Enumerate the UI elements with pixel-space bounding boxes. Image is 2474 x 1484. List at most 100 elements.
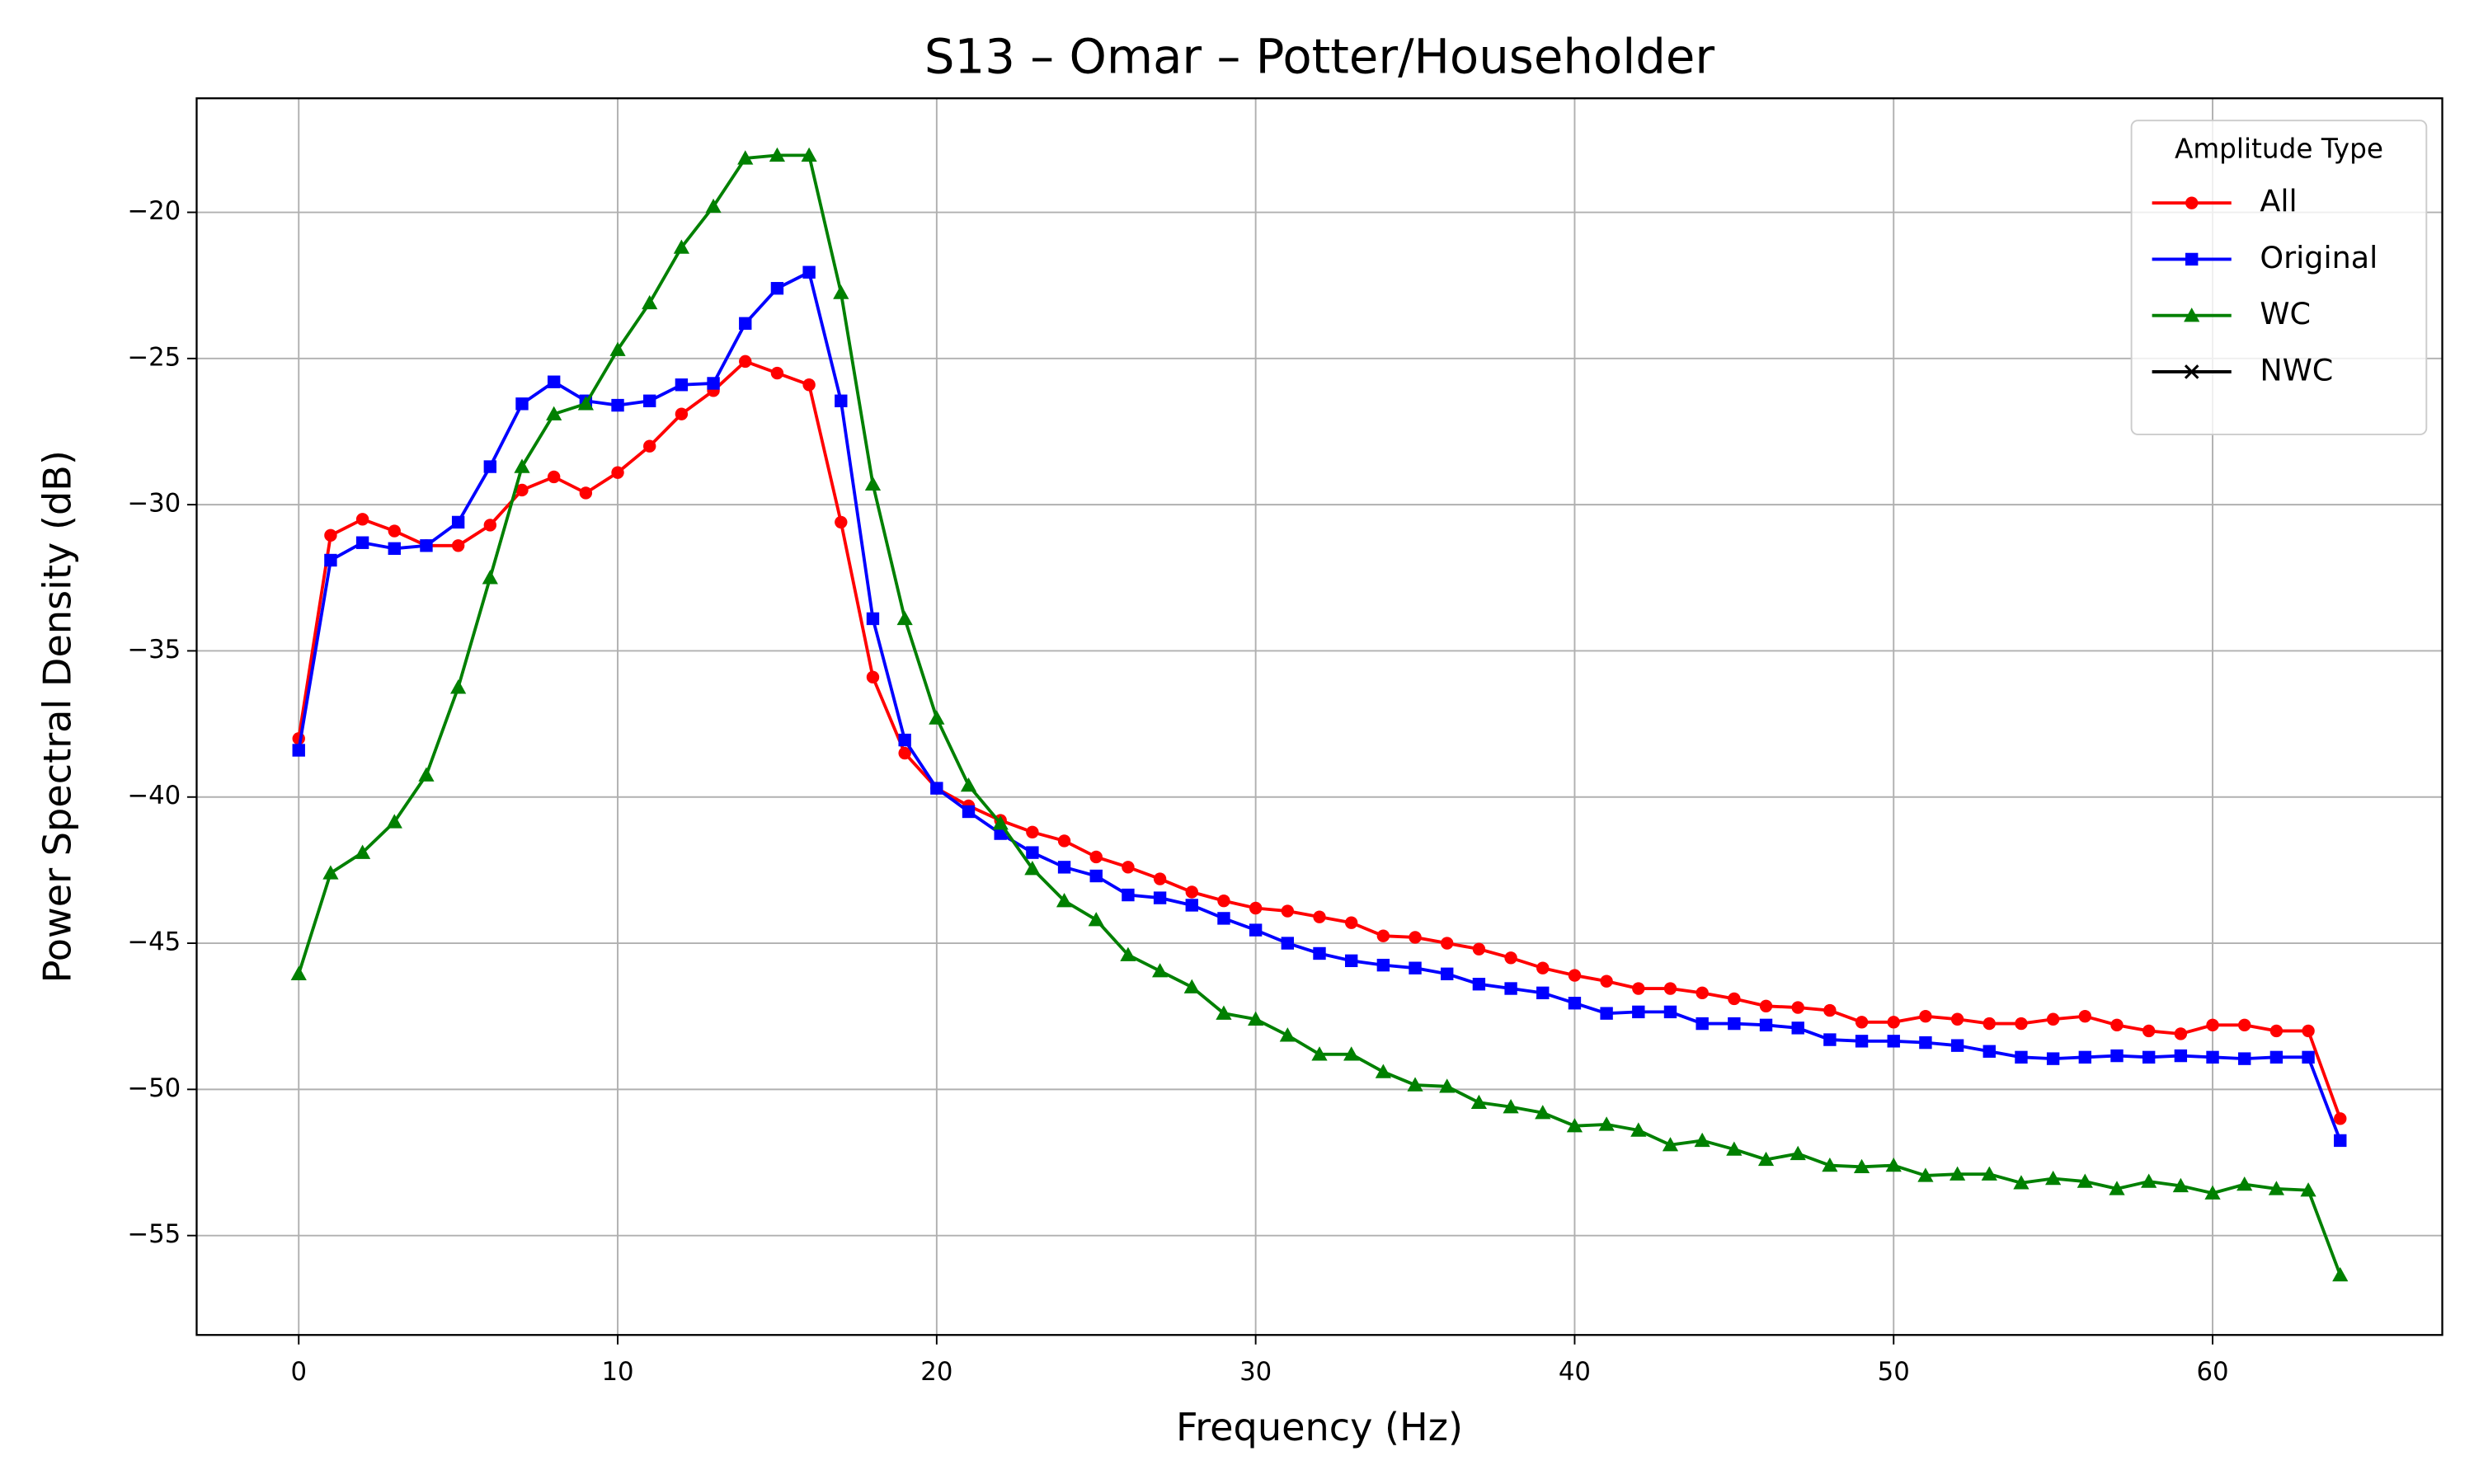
marker — [482, 570, 498, 585]
marker — [386, 814, 402, 829]
marker — [577, 396, 594, 411]
marker — [1919, 1010, 1932, 1023]
marker — [1887, 1035, 1900, 1048]
marker — [1696, 1017, 1709, 1031]
marker — [451, 539, 465, 552]
marker — [1759, 1018, 1773, 1032]
marker — [514, 458, 530, 473]
marker — [1185, 899, 1198, 912]
marker — [1281, 937, 1295, 950]
marker — [2109, 1181, 2125, 1195]
marker — [1439, 1078, 1456, 1093]
marker — [579, 486, 593, 500]
marker — [833, 284, 849, 299]
marker — [2046, 1012, 2060, 1026]
legend-label: All — [2260, 184, 2297, 219]
marker — [515, 397, 529, 411]
y-tick-label: −55 — [127, 1219, 181, 1249]
marker — [2045, 1170, 2062, 1186]
marker — [2013, 1175, 2030, 1190]
marker — [705, 198, 722, 214]
marker — [835, 515, 848, 529]
legend-marker — [2185, 196, 2199, 209]
marker — [1376, 958, 1390, 972]
x-tick-label: 0 — [290, 1357, 307, 1387]
marker — [2300, 1182, 2316, 1197]
marker — [1088, 912, 1104, 927]
marker — [2269, 1050, 2284, 1064]
marker — [1917, 1167, 1934, 1182]
marker — [1472, 978, 1486, 991]
marker — [547, 375, 561, 388]
marker — [2238, 1052, 2251, 1065]
legend-label: NWC — [2260, 352, 2333, 387]
marker — [324, 528, 337, 542]
marker — [1026, 825, 1039, 838]
marker — [1024, 861, 1041, 876]
y-axis-label: Power Spectral Density (dB) — [35, 450, 80, 983]
marker — [1407, 1077, 1423, 1092]
marker — [1887, 1016, 1900, 1029]
marker — [354, 844, 371, 859]
marker — [1823, 1033, 1837, 1046]
marker — [962, 805, 976, 819]
x-tick-label: 30 — [1239, 1357, 1272, 1387]
marker — [2110, 1018, 2124, 1032]
marker — [1057, 834, 1071, 848]
plot-frame — [195, 97, 2443, 1336]
marker — [1949, 1166, 1966, 1181]
marker — [835, 394, 848, 407]
marker — [418, 767, 435, 782]
marker — [1089, 850, 1103, 864]
marker — [1120, 946, 1136, 961]
marker — [483, 519, 497, 532]
marker — [1376, 929, 1390, 942]
marker — [643, 439, 656, 453]
marker — [992, 815, 1009, 830]
marker — [1694, 1132, 1710, 1148]
marker — [707, 377, 720, 390]
marker — [2268, 1181, 2285, 1195]
marker — [2142, 1050, 2156, 1064]
marker — [1728, 1017, 1741, 1031]
marker — [930, 782, 943, 795]
marker — [2110, 1049, 2124, 1063]
marker — [960, 777, 977, 792]
marker — [483, 460, 497, 473]
marker — [1791, 1021, 1804, 1035]
marker — [866, 670, 880, 684]
marker — [643, 394, 656, 407]
marker — [739, 317, 752, 330]
marker — [609, 341, 626, 356]
marker — [2332, 1266, 2349, 1282]
marker — [420, 539, 433, 552]
marker — [801, 147, 817, 162]
x-tick-label: 10 — [601, 1357, 633, 1387]
marker — [802, 265, 816, 279]
marker — [1728, 992, 1741, 1006]
legend-title: Amplitude Type — [2175, 134, 2383, 165]
marker — [1217, 912, 1230, 925]
marker — [1344, 954, 1358, 968]
marker — [1855, 1035, 1869, 1048]
marker — [1504, 982, 1517, 995]
marker — [2204, 1185, 2221, 1200]
x-tick-label: 20 — [920, 1357, 952, 1387]
marker — [929, 710, 945, 725]
legend-label: Original — [2260, 240, 2378, 275]
legend-box — [2130, 120, 2428, 435]
marker — [642, 294, 658, 310]
marker — [1982, 1045, 1996, 1058]
marker — [1151, 963, 1169, 978]
marker — [1472, 942, 1486, 956]
marker — [1026, 846, 1039, 859]
marker — [1598, 1116, 1615, 1131]
marker — [1249, 901, 1263, 915]
legend-marker — [2184, 308, 2200, 322]
marker — [1122, 861, 1135, 874]
marker — [1153, 872, 1167, 885]
marker — [2174, 1049, 2188, 1063]
marker — [1600, 974, 1613, 988]
marker — [1568, 969, 1582, 982]
